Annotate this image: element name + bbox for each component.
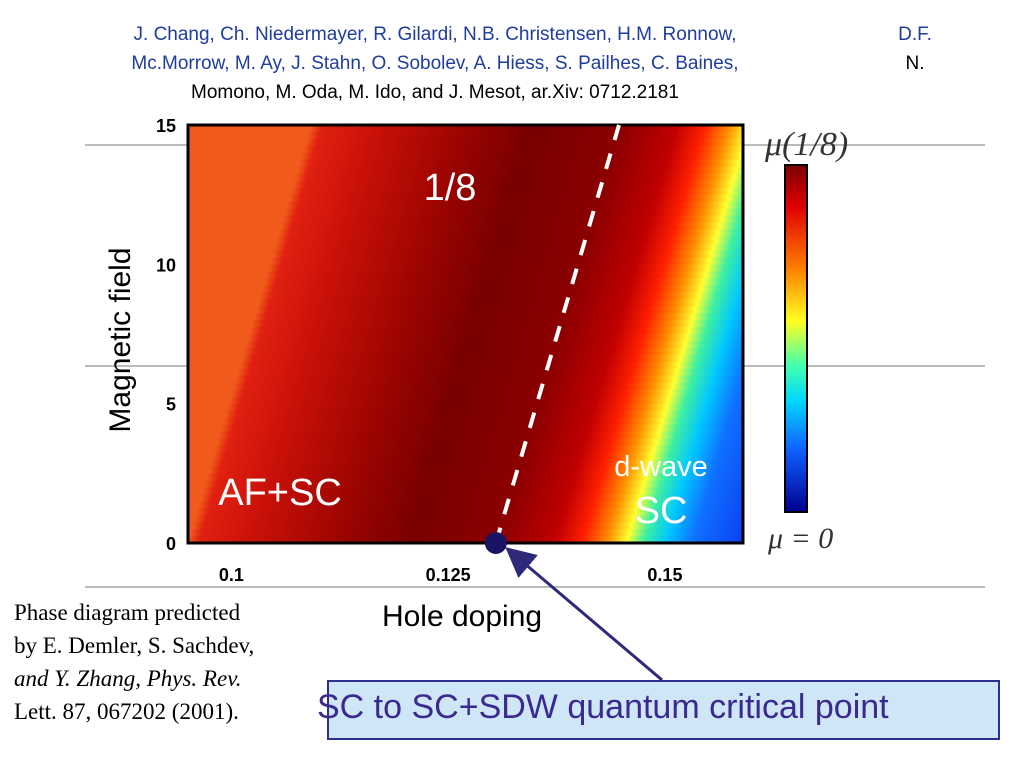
heatmap-strip: [188, 145, 743, 154]
heatmap-strip: [188, 459, 743, 468]
heatmap-strip: [188, 306, 743, 315]
caption-line-2: by E. Demler, S. Sachdev,: [14, 633, 255, 658]
region-label-one-eighth: 1/8: [424, 167, 477, 209]
heatmap-strip: [188, 340, 743, 349]
heatmap-strip: [188, 354, 743, 363]
heatmap-strip: [188, 417, 743, 426]
heatmap-strip: [188, 159, 743, 168]
heatmap-strip: [188, 480, 743, 489]
heatmap-strip: [188, 375, 743, 384]
y-axis-label: Magnetic field: [104, 247, 137, 432]
author-list-continued: D.F. N.: [890, 20, 940, 78]
heatmap-strip: [188, 452, 743, 461]
x-axis-ticks: 0.1 0.125 0.15: [219, 565, 683, 585]
heatmap-strip: [188, 180, 743, 189]
heatmap-strip: [188, 410, 743, 419]
y-tick-label: 0: [166, 534, 176, 554]
heatmap-strip: [188, 187, 743, 196]
heatmap-strip: [188, 250, 743, 259]
caption-line-3: and Y. Zhang, Phys. Rev.: [14, 666, 242, 691]
x-tick-label: 0.125: [426, 565, 471, 585]
y-axis-ticks: 0 5 10 15: [156, 116, 176, 554]
heatmap-strip: [188, 508, 743, 517]
heatmap-strip: [188, 194, 743, 203]
heatmap-strip: [188, 166, 743, 175]
heatmap-strip: [188, 257, 743, 266]
caption-line-4: Lett. 87, 067202 (2001).: [14, 699, 239, 724]
plot-frame: [186, 123, 745, 545]
heatmap-strip: [188, 201, 743, 210]
colorbar-bottom-label: μ = 0: [767, 522, 833, 555]
heatmap-strip: [188, 396, 743, 405]
phase-boundary-line: [493, 124, 621, 544]
heatmap-strip: [188, 292, 743, 301]
heatmap-strip: [188, 501, 743, 510]
y-tick-label: 5: [166, 395, 176, 415]
heatmap-strip: [188, 278, 743, 287]
heatmap-strip: [188, 327, 743, 335]
heatmap-strip: [188, 382, 743, 391]
heatmap-strip: [188, 334, 743, 342]
heatmap-strip: [188, 431, 743, 440]
heatmap-strip: [188, 466, 743, 475]
x-axis-label: Hole doping: [382, 600, 542, 633]
heatmap-strip: [188, 445, 743, 454]
heatmap-strip: [188, 243, 743, 252]
author-initials-2: N.: [905, 53, 925, 74]
heatmap-strip: [188, 473, 743, 482]
heatmap-strip: [188, 131, 743, 140]
heatmap-strip: [188, 271, 743, 280]
critical-point-marker: [484, 532, 507, 554]
heatmap-strip: [188, 494, 743, 503]
heatmap-strip: [188, 403, 743, 412]
author-line-3: Momono, M. Oda, M. Ido, and J. Mesot, ar…: [191, 82, 679, 103]
callout-text: SC to SC+SDW quantum critical point: [317, 688, 889, 726]
author-line-1: J. Chang, Ch. Niedermayer, R. Gilardi, N…: [133, 24, 737, 45]
heatmap-strip: [188, 424, 743, 433]
y-tick-label: 15: [156, 116, 176, 136]
heatmap-strip: [188, 368, 743, 377]
colorbar-top-label: μ(1/8): [764, 126, 848, 163]
heatmap-strip: [188, 313, 743, 322]
heatmap-strip: [188, 236, 743, 245]
heatmap-strip: [188, 138, 743, 147]
author-list: J. Chang, Ch. Niedermayer, R. Gilardi, N…: [0, 20, 870, 107]
colorbar: [784, 164, 808, 513]
heatmap-strip: [188, 515, 743, 524]
figure-caption: Phase diagram predicted by E. Demler, S.…: [14, 596, 314, 728]
callout-box: SC to SC+SDW quantum critical point: [317, 680, 1000, 740]
heatmap-strip: [188, 347, 743, 356]
x-tick-label: 0.15: [647, 565, 682, 585]
heatmap-strip: [188, 229, 743, 238]
region-label-sc: SC: [635, 490, 688, 532]
author-initials-1: D.F.: [898, 24, 932, 45]
caption-line-1: Phase diagram predicted: [14, 600, 241, 625]
heatmap-strip: [188, 215, 743, 224]
heatmap-strip: [188, 152, 743, 161]
heatmap-strip: [188, 299, 743, 308]
heatmap-strip: [188, 173, 743, 182]
heatmap-strip: [188, 285, 743, 294]
heatmap-strip: [188, 522, 743, 531]
heatmap-strip: [188, 361, 743, 370]
heatmap-strip: [188, 529, 743, 538]
heatmap-strip: [188, 264, 743, 273]
heatmap-strip: [188, 222, 743, 231]
region-label-d-wave: d-wave: [614, 451, 708, 483]
heatmap-strip: [188, 208, 743, 217]
y-tick-label: 10: [156, 255, 176, 275]
heatmap-strip: [188, 487, 743, 496]
heatmap-strip: [188, 320, 743, 329]
heatmap-strip: [188, 125, 743, 133]
heatmap-strip: [188, 438, 743, 447]
author-line-2: Mc.Morrow, M. Ay, J. Stahn, O. Sobolev, …: [131, 53, 739, 74]
heatmap-area: [188, 125, 743, 544]
callout-arrow: [505, 547, 663, 682]
x-tick-label: 0.1: [219, 565, 244, 585]
heatmap-strip: [188, 536, 743, 544]
heatmap-strip: [188, 389, 743, 398]
region-label-af-sc: AF+SC: [218, 472, 342, 514]
